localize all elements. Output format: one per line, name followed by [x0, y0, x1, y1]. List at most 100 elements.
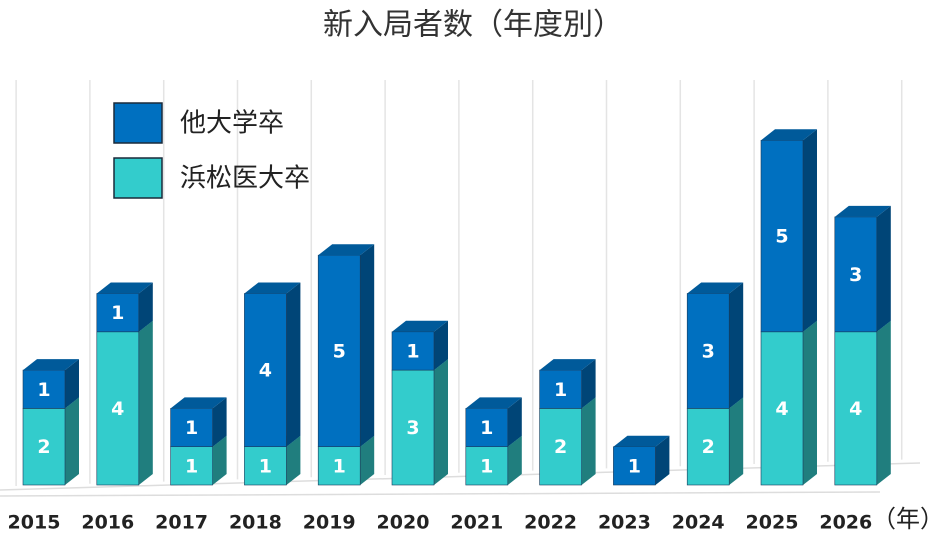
x-tick-label: 2019: [303, 512, 356, 534]
bar-side: [212, 397, 227, 447]
legend-label: 他大学卒: [180, 109, 284, 139]
bar-side: [65, 397, 79, 485]
value-label: 5: [333, 340, 346, 362]
bar-side: [803, 320, 817, 485]
bar: [539, 408, 582, 486]
bar-side: [876, 205, 891, 332]
bar-side: [507, 397, 522, 447]
value-label: 5: [775, 226, 788, 248]
value-label: 1: [259, 455, 272, 477]
bar-side: [803, 129, 817, 332]
bar: [834, 216, 878, 333]
bar-side: [729, 397, 744, 485]
legend-swatch: [113, 102, 163, 144]
bar: [244, 293, 287, 447]
value-label: 3: [849, 264, 862, 286]
bar: [170, 446, 213, 486]
bar-top: [465, 397, 522, 409]
bar: [391, 369, 435, 486]
x-tick-label: 2023: [598, 512, 651, 534]
x-axis-label: （年）: [872, 505, 944, 533]
x-tick-label: 2018: [229, 512, 282, 534]
bar: [760, 331, 804, 486]
x-tick-label: 2015: [8, 512, 61, 534]
bars: 2 1 4 1 1 1 1 4 1 5 3 1 1 1 2 1 1 2 3 4 5 4 3: [22, 129, 891, 486]
x-tick-label: 2024: [672, 512, 725, 534]
bar-top: [170, 397, 227, 409]
value-label: 1: [628, 455, 641, 477]
bar-side: [581, 359, 596, 409]
value-label: 1: [480, 417, 493, 439]
bar-top: [761, 129, 817, 141]
value-label: 4: [259, 360, 272, 382]
bar-side: [507, 435, 522, 485]
bar: [686, 293, 730, 409]
bar-top: [318, 244, 375, 256]
bar-top: [687, 282, 744, 294]
bar: [613, 446, 656, 486]
x-tick-label: 2017: [155, 512, 208, 534]
bar-side: [876, 320, 891, 485]
x-tick-label: 2020: [377, 512, 430, 534]
legend-label: 浜松医大卒: [180, 164, 310, 194]
value-label: 1: [185, 455, 198, 477]
bar-top: [613, 435, 670, 447]
value-label: 4: [849, 398, 862, 420]
floor-front: [0, 491, 881, 497]
bar: [317, 446, 361, 486]
value-label: 4: [775, 398, 788, 420]
bar-side: [65, 359, 79, 409]
value-label: 1: [111, 302, 124, 324]
bar-side: [286, 435, 301, 485]
x-tick-label: 2025: [746, 512, 799, 534]
bar-top: [244, 282, 301, 294]
bar: [22, 408, 66, 486]
bar-side: [138, 320, 153, 485]
bar-side: [434, 320, 448, 371]
bar-top: [23, 359, 79, 371]
bar-side: [212, 435, 227, 485]
bar-side: [360, 435, 375, 485]
bar-side: [581, 397, 596, 485]
value-label: 1: [185, 417, 198, 439]
bar: [96, 293, 140, 333]
bar-side: [286, 282, 301, 447]
value-label: 3: [406, 417, 419, 439]
bar-top: [539, 359, 596, 371]
bar: [391, 331, 435, 371]
value-label: 1: [554, 379, 567, 401]
grid: [15, 80, 903, 486]
value-label: 1: [333, 455, 346, 477]
value-label: 4: [111, 398, 124, 420]
bar: [317, 254, 361, 447]
value-label: 2: [554, 436, 567, 458]
bar: [244, 446, 287, 486]
value-label: 2: [702, 436, 715, 458]
value-label: 2: [37, 436, 50, 458]
bar-side: [434, 359, 448, 485]
bar: [686, 408, 730, 486]
bar: [96, 331, 140, 486]
value-label: 1: [406, 340, 419, 362]
bar: [834, 331, 878, 486]
bar-side: [138, 282, 153, 332]
bar-top: [834, 205, 891, 217]
x-tick-label: 2026: [819, 512, 872, 534]
bar-side: [729, 282, 744, 409]
x-tick-label: 2016: [81, 512, 134, 534]
x-tick-label: 2021: [450, 512, 503, 534]
bar-top: [96, 282, 153, 294]
bar: [760, 140, 804, 333]
bar: [170, 408, 213, 447]
bar-side: [655, 435, 670, 485]
x-tick-label: 2022: [524, 512, 577, 534]
bar: [539, 369, 582, 409]
bar-top: [392, 320, 448, 332]
legend-swatch: [113, 157, 163, 199]
value-label: 3: [702, 340, 715, 362]
chart-title: 新入局者数（年度別）: [323, 8, 623, 43]
value-label: 1: [480, 455, 493, 477]
value-label: 1: [37, 379, 50, 401]
